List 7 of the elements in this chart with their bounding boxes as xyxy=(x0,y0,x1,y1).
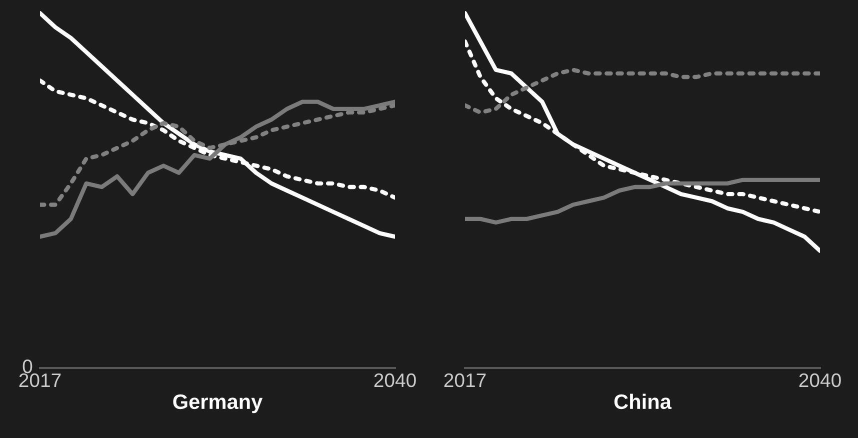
x-tick-label: 2017 xyxy=(444,373,486,388)
x-tick-label: 2040 xyxy=(374,373,416,388)
x-axis-title: Germany xyxy=(173,394,263,414)
x-tick-label: 2017 xyxy=(19,373,61,388)
text: 0 xyxy=(22,359,32,374)
x-tick-label: 2040 xyxy=(799,373,841,388)
x-axis-title: China xyxy=(614,394,672,410)
